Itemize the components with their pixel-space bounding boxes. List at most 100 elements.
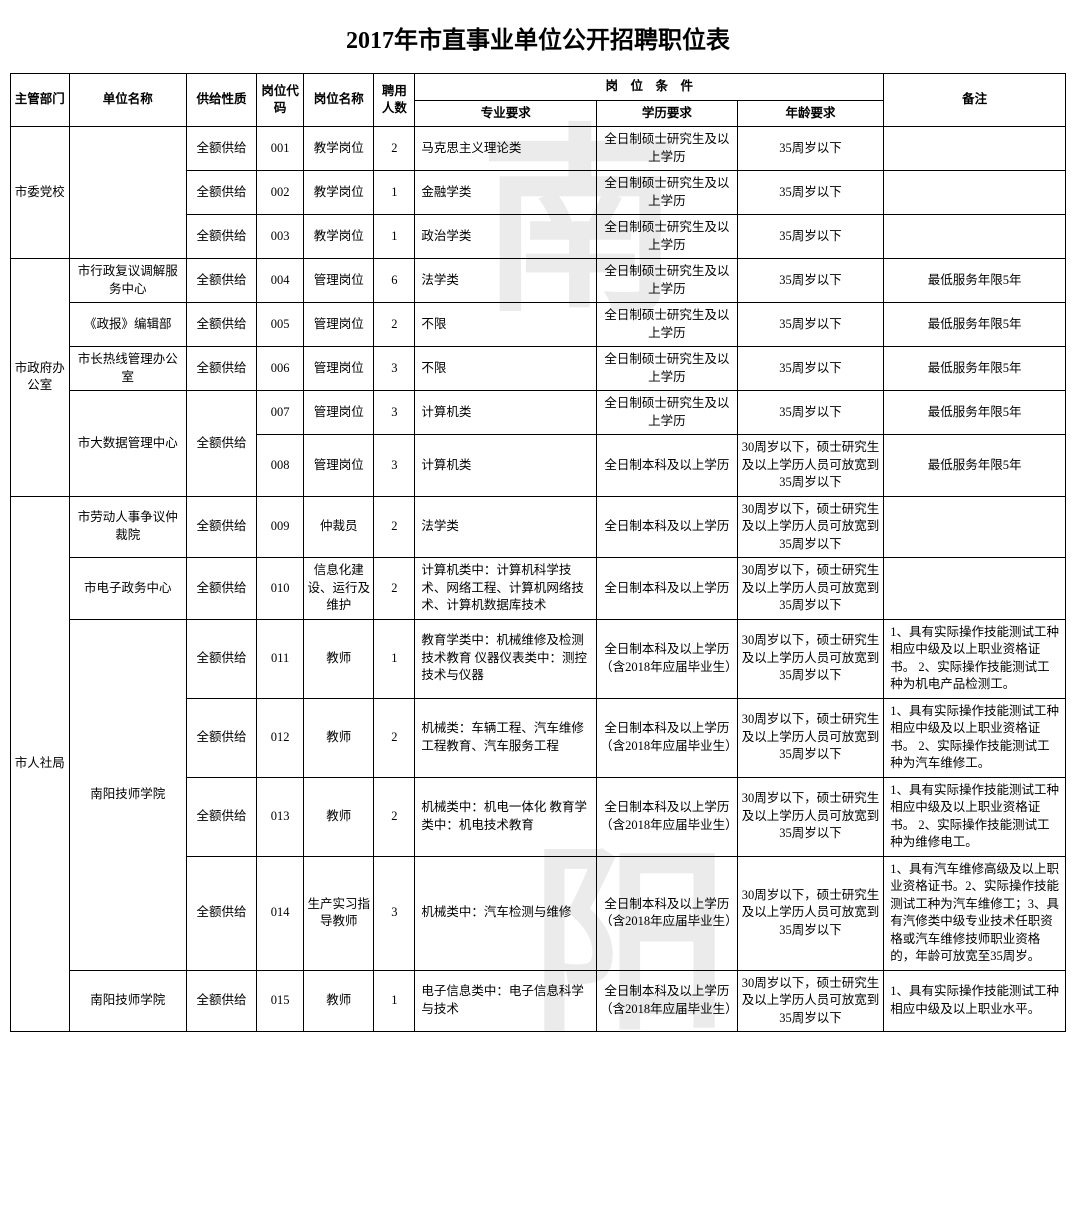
cell-unit: 南阳技师学院 [69, 619, 186, 970]
cell-code: 013 [257, 777, 304, 856]
cell-posname: 管理岗位 [304, 347, 374, 391]
cell-posname: 管理岗位 [304, 391, 374, 435]
cell-count: 2 [374, 558, 415, 620]
cell-edu: 全日制本科及以上学历 [597, 435, 738, 497]
table-row: 市政府办公室 市行政复议调解服务中心 全额供给 004 管理岗位 6 法学类 全… [11, 259, 1066, 303]
cell-dept: 市政府办公室 [11, 259, 70, 497]
cell-supply: 全额供给 [186, 496, 256, 558]
cell-major: 金融学类 [415, 171, 597, 215]
cell-note: 最低服务年限5年 [884, 303, 1066, 347]
cell-major: 计算机类 [415, 435, 597, 497]
cell-code: 014 [257, 856, 304, 970]
cell-code: 008 [257, 435, 304, 497]
cell-posname: 管理岗位 [304, 259, 374, 303]
table-row: 市人社局 市劳动人事争议仲裁院 全额供给 009 仲裁员 2 法学类 全日制本科… [11, 496, 1066, 558]
cell-posname: 教学岗位 [304, 127, 374, 171]
cell-supply: 全额供给 [186, 619, 256, 698]
cell-posname: 教师 [304, 777, 374, 856]
cell-note [884, 127, 1066, 171]
cell-age: 35周岁以下 [737, 259, 884, 303]
cell-supply: 全额供给 [186, 347, 256, 391]
cell-age: 35周岁以下 [737, 347, 884, 391]
cell-major: 不限 [415, 347, 597, 391]
cell-supply: 全额供给 [186, 215, 256, 259]
cell-unit: 市行政复议调解服务中心 [69, 259, 186, 303]
cell-code: 012 [257, 698, 304, 777]
cell-code: 006 [257, 347, 304, 391]
cell-code: 011 [257, 619, 304, 698]
th-posname: 岗位名称 [304, 74, 374, 127]
cell-count: 1 [374, 171, 415, 215]
cell-supply: 全额供给 [186, 856, 256, 970]
cell-dept: 市委党校 [11, 127, 70, 259]
table-row: 市长热线管理办公室 全额供给 006 管理岗位 3 不限 全日制硕士研究生及以上… [11, 347, 1066, 391]
cell-age: 35周岁以下 [737, 171, 884, 215]
cell-edu: 全日制本科及以上学历（含2018年应届毕业生） [597, 856, 738, 970]
cell-note: 最低服务年限5年 [884, 391, 1066, 435]
th-code: 岗位代码 [257, 74, 304, 127]
cell-count: 2 [374, 698, 415, 777]
cell-note: 1、具有实际操作技能测试工种相应中级及以上职业资格证书。 2、实际操作技能测试工… [884, 698, 1066, 777]
cell-posname: 教学岗位 [304, 171, 374, 215]
cell-edu: 全日制本科及以上学历（含2018年应届毕业生） [597, 777, 738, 856]
cell-posname: 教师 [304, 970, 374, 1032]
cell-major: 教育学类中：机械维修及检测技术教育 仪器仪表类中：测控技术与仪器 [415, 619, 597, 698]
cell-unit: 南阳技师学院 [69, 970, 186, 1032]
cell-posname: 仲裁员 [304, 496, 374, 558]
cell-unit: 市劳动人事争议仲裁院 [69, 496, 186, 558]
recruitment-table: 主管部门 单位名称 供给性质 岗位代码 岗位名称 聘用人数 岗 位 条 件 备注… [10, 73, 1066, 1032]
cell-posname: 管理岗位 [304, 303, 374, 347]
cell-edu: 全日制本科及以上学历 [597, 558, 738, 620]
cell-age: 30周岁以下，硕士研究生及以上学历人员可放宽到35周岁以下 [737, 496, 884, 558]
th-conditions: 岗 位 条 件 [415, 74, 884, 101]
cell-posname: 教师 [304, 619, 374, 698]
th-dept: 主管部门 [11, 74, 70, 127]
cell-note [884, 215, 1066, 259]
cell-edu: 全日制硕士研究生及以上学历 [597, 215, 738, 259]
th-supply: 供给性质 [186, 74, 256, 127]
cell-supply: 全额供给 [186, 970, 256, 1032]
cell-unit: 市长热线管理办公室 [69, 347, 186, 391]
cell-note: 1、具有实际操作技能测试工种相应中级及以上职业水平。 [884, 970, 1066, 1032]
cell-note: 1、具有实际操作技能测试工种相应中级及以上职业资格证书。 2、实际操作技能测试工… [884, 777, 1066, 856]
cell-unit [69, 127, 186, 259]
cell-count: 2 [374, 303, 415, 347]
cell-age: 30周岁以下，硕士研究生及以上学历人员可放宽到35周岁以下 [737, 970, 884, 1032]
cell-edu: 全日制硕士研究生及以上学历 [597, 171, 738, 215]
cell-edu: 全日制硕士研究生及以上学历 [597, 127, 738, 171]
cell-code: 009 [257, 496, 304, 558]
cell-code: 005 [257, 303, 304, 347]
cell-major: 不限 [415, 303, 597, 347]
cell-major: 机械类中：机电一体化 教育学类中：机电技术教育 [415, 777, 597, 856]
cell-supply: 全额供给 [186, 171, 256, 215]
cell-unit: 市电子政务中心 [69, 558, 186, 620]
cell-edu: 全日制本科及以上学历（含2018年应届毕业生） [597, 970, 738, 1032]
cell-count: 3 [374, 435, 415, 497]
cell-edu: 全日制硕士研究生及以上学历 [597, 303, 738, 347]
cell-code: 002 [257, 171, 304, 215]
th-edu: 学历要求 [597, 100, 738, 127]
cell-edu: 全日制硕士研究生及以上学历 [597, 391, 738, 435]
table-row: 市大数据管理中心 全额供给 007 管理岗位 3 计算机类 全日制硕士研究生及以… [11, 391, 1066, 435]
cell-edu: 全日制本科及以上学历（含2018年应届毕业生） [597, 698, 738, 777]
cell-edu: 全日制本科及以上学历 [597, 496, 738, 558]
th-count: 聘用人数 [374, 74, 415, 127]
cell-count: 1 [374, 970, 415, 1032]
cell-note: 最低服务年限5年 [884, 259, 1066, 303]
cell-unit: 市大数据管理中心 [69, 391, 186, 497]
cell-posname: 管理岗位 [304, 435, 374, 497]
cell-major: 机械类：车辆工程、汽车维修工程教育、汽车服务工程 [415, 698, 597, 777]
th-age: 年龄要求 [737, 100, 884, 127]
cell-supply: 全额供给 [186, 391, 256, 497]
cell-note: 最低服务年限5年 [884, 347, 1066, 391]
cell-major: 马克思主义理论类 [415, 127, 597, 171]
cell-age: 30周岁以下，硕士研究生及以上学历人员可放宽到35周岁以下 [737, 435, 884, 497]
cell-age: 30周岁以下，硕士研究生及以上学历人员可放宽到35周岁以下 [737, 619, 884, 698]
cell-major: 政治学类 [415, 215, 597, 259]
cell-supply: 全额供给 [186, 303, 256, 347]
cell-code: 010 [257, 558, 304, 620]
cell-age: 30周岁以下，硕士研究生及以上学历人员可放宽到35周岁以下 [737, 698, 884, 777]
cell-edu: 全日制硕士研究生及以上学历 [597, 259, 738, 303]
cell-note [884, 171, 1066, 215]
cell-supply: 全额供给 [186, 127, 256, 171]
